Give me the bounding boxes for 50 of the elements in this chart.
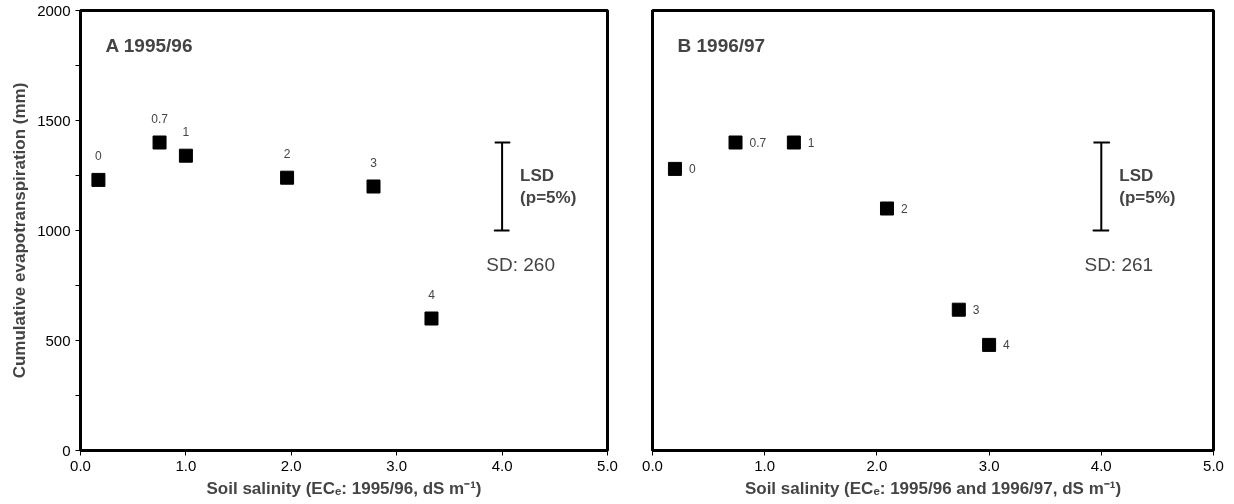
- annotation: 0.7: [151, 111, 169, 126]
- point: [786, 135, 801, 150]
- x-tick-label: 1.0: [754, 456, 776, 474]
- annotation: 3: [370, 155, 378, 170]
- text: A 1995/96: [105, 34, 193, 56]
- annotation: 1: [807, 136, 815, 150]
- annotation: 2: [283, 146, 291, 161]
- x-tick-label: 0.0: [642, 456, 663, 474]
- annotation: SD: 261: [1084, 253, 1154, 275]
- point: [951, 302, 966, 317]
- y-tick-label: 0: [62, 441, 71, 459]
- annotation: 4: [1003, 338, 1011, 353]
- y-axis-title: Cumulative evapotranspiration (mm): [10, 82, 30, 379]
- x-tick-label: 5.0: [1203, 456, 1224, 474]
- point: [280, 170, 295, 185]
- x-tick-label: 2.0: [280, 456, 302, 474]
- x-tick-label: 1.0: [175, 456, 197, 474]
- x-tick-label: 3.0: [386, 456, 408, 474]
- annotation: LSD (p=5%): [1119, 165, 1176, 208]
- annotation: 0: [688, 162, 696, 177]
- point: [982, 337, 997, 352]
- text: B 1996/97: [677, 34, 766, 56]
- x-tick-label: 4.0: [491, 456, 513, 474]
- x-tick-label: 5.0: [597, 456, 618, 474]
- point: [880, 201, 894, 216]
- annotation: LSD (p=5%): [520, 165, 577, 208]
- y-tick-label: 1000: [37, 221, 71, 239]
- point: [152, 135, 167, 150]
- point: [728, 135, 743, 150]
- annotation: 0.7: [749, 136, 767, 150]
- y-tick-label: 1500: [37, 111, 71, 129]
- x-tick-label: 2.0: [866, 456, 888, 474]
- y-tick-label: 2000: [37, 1, 71, 19]
- x-axis-title: Soil salinity (ECₑ: 1995/96 and 1996/97, dS m⁻¹): [744, 478, 1122, 498]
- annotation: SD: 260: [486, 253, 555, 275]
- x-tick-label: 3.0: [978, 456, 1000, 474]
- point: [424, 311, 439, 326]
- x-axis-title: Soil salinity (ECₑ: 1995/96, dS m⁻¹): [206, 478, 482, 498]
- x-tick-label: 0.0: [70, 456, 91, 474]
- point: [667, 161, 682, 176]
- point: [366, 179, 381, 194]
- point: [91, 172, 106, 187]
- annotation: 3: [972, 303, 980, 318]
- annotation: 2: [901, 202, 908, 216]
- y-tick-label: 500: [45, 331, 71, 349]
- annotation: 4: [428, 287, 436, 302]
- annotation: 1: [182, 124, 190, 139]
- annotation: 0: [95, 148, 103, 163]
- x-tick-label: 4.0: [1090, 456, 1112, 474]
- point: [178, 148, 193, 163]
